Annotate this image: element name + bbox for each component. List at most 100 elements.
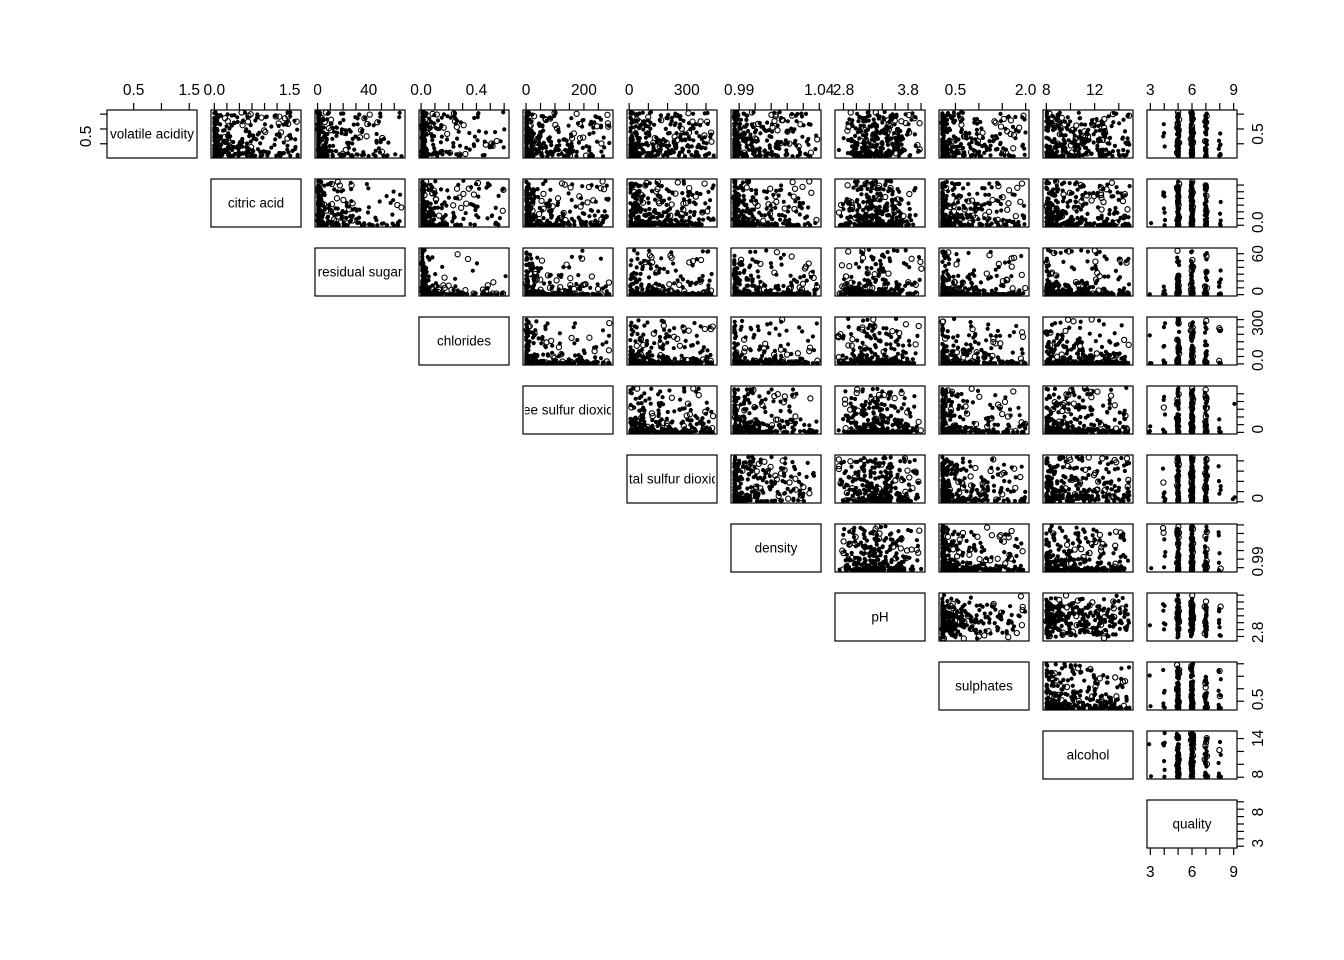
diag-label-box (418, 316, 510, 366)
scatter-points (1147, 317, 1223, 366)
panel-total-sulfur-dioxide-vs-density (730, 454, 822, 504)
outlier-points (1043, 592, 1126, 642)
variable-name: sulphates (955, 679, 1013, 694)
left-axis-label: 0.5 (78, 126, 95, 148)
panel-volatile-acidity-vs-quality (1146, 109, 1238, 159)
outlier-points (1160, 454, 1211, 500)
outlier-points (1174, 592, 1224, 637)
top-axis-label: 0 (522, 82, 531, 99)
panel-chlorides-vs-quality (1146, 316, 1238, 366)
panel-total-sulfur-dioxide-vs-pH (834, 454, 926, 504)
panel-residual-sugar-vs-total-sulfur-dioxide (626, 247, 718, 297)
outlier-points (1174, 730, 1223, 780)
top-axis-label: 0.0 (410, 82, 432, 99)
diag-label-box (106, 109, 198, 159)
bottom-axis-label: 3 (1146, 864, 1155, 881)
scatter-points (1149, 179, 1223, 228)
panel-volatile-acidity-vs-chlorides (418, 109, 510, 159)
panel-sulphates-vs-alcohol (1042, 661, 1134, 711)
panel-total-sulfur-dioxide-vs-alcohol (1042, 454, 1134, 504)
outlier-points (526, 109, 612, 159)
diag-box-total-sulfur-dioxide: total sulfur dioxide (626, 454, 718, 504)
outlier-points (835, 455, 922, 504)
outlier-points (836, 247, 925, 297)
scatter-points (524, 248, 612, 297)
variable-name: quality (1172, 817, 1211, 832)
diag-box-chlorides: chlorides (418, 316, 510, 366)
bottom-axis-label: 9 (1229, 864, 1238, 881)
outlier-points (1050, 385, 1131, 435)
diag-label-box (522, 385, 614, 435)
top-axis-label: 0.5 (945, 82, 967, 99)
outlier-points (731, 109, 821, 156)
panel-alcohol-vs-quality (1146, 730, 1238, 780)
panel-volatile-acidity-vs-citric-acid (210, 109, 302, 159)
top-axis-label: 3 (1146, 82, 1155, 99)
outlier-points (942, 456, 1024, 504)
panel-residual-sugar-vs-alcohol (1042, 247, 1134, 297)
panel-citric-acid-vs-residual-sugar (314, 178, 406, 228)
scatter-points (524, 179, 611, 228)
outlier-points (732, 316, 821, 366)
panel-residual-sugar-vs-sulphates (938, 247, 1030, 297)
right-axis-label: 0.99 (1250, 546, 1267, 576)
panel-volatile-acidity-vs-total-sulfur-dioxide (626, 109, 718, 159)
outlier-points (940, 249, 1029, 297)
outlier-points (630, 178, 711, 227)
panel-residual-sugar-vs-free-sulfur-dioxide (522, 247, 614, 297)
outlier-points (523, 320, 613, 366)
diag-label-box (626, 454, 718, 504)
outlier-points (632, 322, 716, 366)
top-axis-label: 12 (1086, 82, 1103, 99)
panel-citric-acid-vs-quality (1146, 178, 1238, 228)
variable-name: chlorides (437, 334, 491, 349)
outlier-points (1174, 247, 1211, 297)
diag-box-free-sulfur-dioxide: free sulfur dioxide (522, 385, 614, 435)
scatter-points (316, 179, 403, 228)
outlier-points (1043, 316, 1132, 366)
right-axis-label: 0.5 (1250, 123, 1267, 145)
right-axis-label: 0.0 (1250, 349, 1267, 371)
top-axis-label: 1.04 (804, 82, 835, 99)
outlier-points (1046, 665, 1129, 710)
panel-chlorides-vs-density (730, 316, 822, 366)
panel-free-sulfur-dioxide-vs-quality (1146, 385, 1238, 435)
panel-chlorides-vs-pH (834, 316, 926, 366)
variable-name: volatile acidity (110, 127, 194, 142)
scatter-points (732, 178, 818, 228)
scatter-points (524, 317, 612, 366)
panel-chlorides-vs-free-sulfur-dioxide (522, 316, 614, 366)
panel-volatile-acidity-vs-pH (834, 109, 926, 159)
panel-free-sulfur-dioxide-vs-sulphates (938, 385, 1030, 435)
scatter-points (732, 387, 819, 435)
outlier-points (731, 178, 820, 228)
scatter-points (940, 593, 1028, 641)
diagonal-labels: volatile acidity citric acid residual suga… (106, 109, 1238, 849)
outlier-points (525, 178, 608, 228)
panel-citric-acid-vs-pH (834, 178, 926, 228)
outlier-points (419, 178, 507, 226)
right-axis-label: 3 (1250, 839, 1267, 848)
diag-label-box (834, 592, 926, 642)
panel-residual-sugar-vs-chlorides (418, 247, 510, 297)
panel-volatile-acidity-vs-density (730, 109, 822, 159)
bottom-axis-label: 6 (1188, 864, 1197, 881)
outlier-points (939, 112, 1027, 159)
right-axis-label: 0 (1250, 287, 1267, 296)
top-axis-label: 1.5 (279, 82, 301, 99)
outlier-points (523, 255, 613, 297)
top-axis-label: 0 (313, 82, 322, 99)
panel-pH-vs-quality (1146, 592, 1238, 642)
outlier-points (315, 109, 386, 157)
outlier-points (315, 178, 405, 227)
scatter-points (837, 178, 918, 228)
right-axis-label: 8 (1250, 770, 1267, 779)
panel-chlorides-vs-sulphates (938, 316, 1030, 366)
outlier-points (1173, 661, 1224, 711)
diag-box-quality: quality (1146, 799, 1238, 849)
scatter-points (940, 523, 1026, 573)
panel-pH-vs-sulphates (938, 592, 1030, 642)
panel-citric-acid-vs-chlorides (418, 178, 510, 228)
top-axis-label: 1.5 (178, 82, 200, 99)
